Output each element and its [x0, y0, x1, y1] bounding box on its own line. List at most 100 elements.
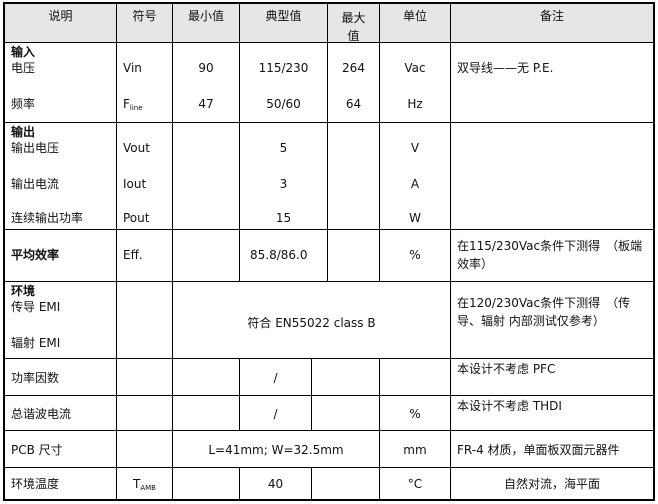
value: 115/230 [258, 61, 309, 75]
temp-max-cell [312, 468, 380, 499]
symbol: Eff. [123, 248, 143, 262]
unit: mm [403, 443, 427, 457]
row-desc: 功率因数 [11, 371, 60, 385]
thd-note-cell: 本设计不考虑 THDI [451, 396, 653, 431]
pf-typ-cell: / [240, 359, 312, 396]
note: 双导线——无 P.E. [457, 61, 554, 75]
value: 5 [279, 141, 288, 155]
thd-unit-cell: % [380, 396, 451, 431]
section-title: 输入 [11, 45, 36, 59]
value: 264 [342, 61, 365, 75]
temp-desc-cell: 环境温度 [5, 468, 117, 499]
eff-min-cell [173, 230, 240, 282]
temp-note-cell: 自然对流，海平面 [451, 468, 653, 499]
env-note-cell: 在120/230Vac条件下测得 （传导、辐射 内部测试仅参考） [451, 282, 653, 359]
output-unit-cell: V A W [380, 123, 451, 230]
thd-desc-cell: 总谐波电流 [5, 396, 117, 431]
header-cell: 说明 [5, 4, 117, 43]
symbol: Pout [123, 211, 150, 225]
row-desc: 总谐波电流 [11, 407, 72, 421]
pcb-desc-cell: PCB 尺寸 [5, 431, 117, 468]
note: FR-4 材质，单面板双面元器件 [457, 443, 620, 457]
unit: Hz [407, 97, 423, 111]
note: 在115/230Vac条件下测得 （板端效率） [457, 239, 643, 271]
thd-typ-cell: / [240, 396, 312, 431]
input-desc-cell: 输入 电压 频率 [5, 43, 117, 123]
symbol: Vin [123, 61, 142, 75]
header-label: 典型值 [265, 9, 302, 23]
symbol: Vout [123, 141, 150, 155]
input-sym-cell: Vin Fline [117, 43, 173, 123]
unit: W [409, 211, 421, 225]
value: 47 [198, 97, 214, 111]
output-note-cell [451, 123, 653, 230]
header-cell: 单位 [380, 4, 451, 43]
unit: Vac [404, 61, 426, 75]
symbol: Fline [123, 97, 143, 112]
env-sym-cell [117, 282, 173, 359]
value: L=41mm; W=32.5mm [208, 443, 344, 457]
row-desc: 环境温度 [11, 477, 60, 491]
unit: °C [407, 477, 423, 491]
note: 本设计不考虑 THDI [457, 399, 562, 413]
header-label: 说明 [48, 9, 73, 23]
pf-min-cell [173, 359, 240, 396]
eff-max-cell [328, 230, 380, 282]
row-desc: 电压 [11, 61, 36, 75]
output-min-cell [173, 123, 240, 230]
eff-typ-cell: 85.8/86.0 [240, 230, 328, 282]
header-cell: 典型值 [240, 4, 328, 43]
pcb-unit-cell: mm [380, 431, 451, 468]
note: 自然对流，海平面 [503, 477, 600, 491]
section-title: 输出 [11, 125, 36, 139]
row-desc: 输出电压 [11, 141, 60, 155]
pf-sym-cell [117, 359, 173, 396]
thd-min-cell [173, 396, 240, 431]
header-label: 最小值 [187, 9, 224, 23]
row-desc: 传导 EMI [11, 300, 61, 314]
unit: % [409, 407, 421, 421]
eff-sym-cell: Eff. [117, 230, 173, 282]
output-typ-cell: 5 3 15 [240, 123, 328, 230]
value: 64 [345, 97, 362, 111]
thd-sym-cell [117, 396, 173, 431]
pcb-note-cell: FR-4 材质，单面板双面元器件 [451, 431, 653, 468]
note: 在120/230Vac条件下测得 （传导、辐射 内部测试仅参考） [457, 296, 631, 328]
input-max-cell: 264 64 [328, 43, 380, 123]
input-min-cell: 90 47 [173, 43, 240, 123]
eff-unit-cell: % [380, 230, 451, 282]
value: 符合 EN55022 class B [247, 316, 376, 330]
row-desc: 辐射 EMI [11, 336, 61, 350]
input-note-cell: 双导线——无 P.E. [451, 43, 653, 123]
value: 15 [275, 211, 292, 225]
symbol: TAMB [133, 477, 156, 492]
pcb-sym-cell [117, 431, 173, 468]
pf-note-cell: 本设计不考虑 PFC [451, 359, 653, 396]
header-label: 单位 [402, 9, 427, 23]
row-desc: 频率 [11, 97, 36, 111]
header-label: 符号 [132, 9, 157, 23]
input-typ-cell: 115/230 50/60 [240, 43, 328, 123]
header-label: 备注 [539, 9, 564, 23]
value: / [273, 407, 278, 421]
header-label: 最大值 [341, 11, 366, 43]
temp-sym-cell: TAMB [117, 468, 173, 499]
eff-note-cell: 在115/230Vac条件下测得 （板端效率） [451, 230, 653, 282]
pf-max-cell [312, 359, 380, 396]
env-value-cell: 符合 EN55022 class B [173, 282, 451, 359]
temp-unit-cell: °C [380, 468, 451, 499]
value: 85.8/86.0 [250, 248, 308, 262]
header-cell: 最大值 [328, 4, 380, 43]
row-desc: 输出电流 [11, 177, 60, 191]
value: 3 [279, 177, 288, 191]
value: 40 [267, 477, 284, 491]
value: 50/60 [266, 97, 301, 111]
symbol: Iout [123, 177, 147, 191]
header-cell: 最小值 [173, 4, 240, 43]
unit: V [410, 141, 420, 155]
output-sym-cell: Vout Iout Pout [117, 123, 173, 230]
eff-desc-cell: 平均效率 [5, 230, 117, 282]
row-desc: PCB 尺寸 [11, 443, 63, 457]
pf-unit-cell [380, 359, 451, 396]
output-desc-cell: 输出 输出电压 输出电流 连续输出功率 [5, 123, 117, 230]
